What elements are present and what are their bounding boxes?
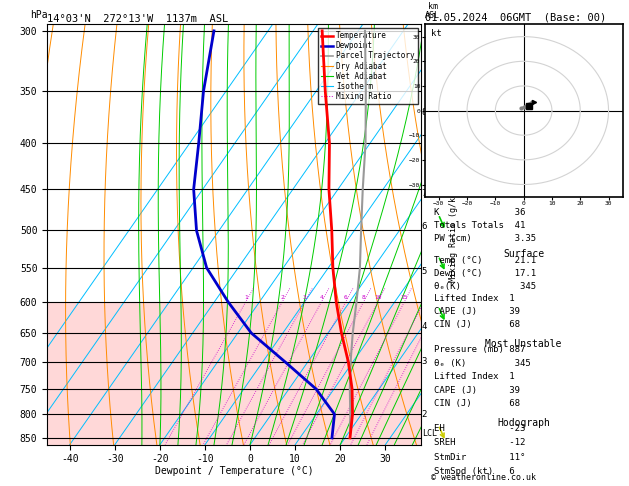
- Text: CIN (J)       68: CIN (J) 68: [435, 399, 520, 409]
- Text: kt: kt: [430, 30, 442, 38]
- Text: 7: 7: [422, 189, 427, 198]
- Text: Pressure (mb) 887: Pressure (mb) 887: [435, 345, 526, 354]
- Text: CIN (J)       68: CIN (J) 68: [435, 320, 520, 329]
- Text: 6: 6: [422, 222, 427, 231]
- Legend: Temperature, Dewpoint, Parcel Trajectory, Dry Adiabat, Wet Adiabat, Isotherm, Mi: Temperature, Dewpoint, Parcel Trajectory…: [318, 28, 418, 104]
- Text: EH            -23: EH -23: [435, 424, 526, 433]
- Text: Hodograph: Hodograph: [497, 418, 550, 428]
- Text: km
ASL: km ASL: [425, 2, 440, 20]
- Text: Lifted Index  1: Lifted Index 1: [435, 295, 515, 303]
- Text: SREH          -12: SREH -12: [435, 438, 526, 448]
- Text: 8: 8: [422, 108, 427, 117]
- Text: Temp (°C)      21.1: Temp (°C) 21.1: [435, 256, 537, 265]
- Text: 8: 8: [362, 295, 365, 300]
- Text: © weatheronline.co.uk: © weatheronline.co.uk: [431, 473, 536, 482]
- Text: 4: 4: [320, 295, 323, 300]
- Bar: [47, 302, 421, 445]
- Text: Surface: Surface: [503, 249, 544, 259]
- Text: 3: 3: [422, 358, 427, 366]
- Text: 3: 3: [303, 295, 307, 300]
- Text: K              36: K 36: [435, 208, 526, 218]
- Text: PW (cm)        3.35: PW (cm) 3.35: [435, 234, 537, 243]
- Text: CAPE (J)      39: CAPE (J) 39: [435, 386, 520, 395]
- Text: LCL: LCL: [422, 429, 437, 438]
- Text: 14°03'N  272°13'W  1137m  ASL: 14°03'N 272°13'W 1137m ASL: [47, 14, 228, 23]
- Text: Most Unstable: Most Unstable: [486, 339, 562, 348]
- Text: hPa: hPa: [30, 10, 48, 20]
- Text: θₑ(K)           345: θₑ(K) 345: [435, 282, 537, 291]
- Text: 01.05.2024  06GMT  (Base: 00): 01.05.2024 06GMT (Base: 00): [425, 12, 606, 22]
- Text: 15: 15: [401, 295, 408, 300]
- Text: StmDir        11°: StmDir 11°: [435, 453, 526, 462]
- Text: θₑ (K)         345: θₑ (K) 345: [435, 359, 532, 367]
- Text: StmSpd (kt)   6: StmSpd (kt) 6: [435, 468, 515, 476]
- Text: Mixing Ratio (g/kg): Mixing Ratio (g/kg): [448, 187, 458, 282]
- Text: Lifted Index  1: Lifted Index 1: [435, 372, 515, 381]
- Text: CAPE (J)      39: CAPE (J) 39: [435, 307, 520, 316]
- X-axis label: Dewpoint / Temperature (°C): Dewpoint / Temperature (°C): [155, 466, 314, 476]
- Text: 5: 5: [422, 267, 427, 276]
- Text: 6: 6: [344, 295, 348, 300]
- Text: Totals Totals  41: Totals Totals 41: [435, 222, 526, 230]
- Text: 10: 10: [374, 295, 382, 300]
- Text: 1: 1: [244, 295, 248, 300]
- Text: 2: 2: [422, 410, 427, 418]
- Text: 4: 4: [422, 323, 427, 331]
- Text: Dewp (°C)      17.1: Dewp (°C) 17.1: [435, 269, 537, 278]
- Text: 2: 2: [281, 295, 284, 300]
